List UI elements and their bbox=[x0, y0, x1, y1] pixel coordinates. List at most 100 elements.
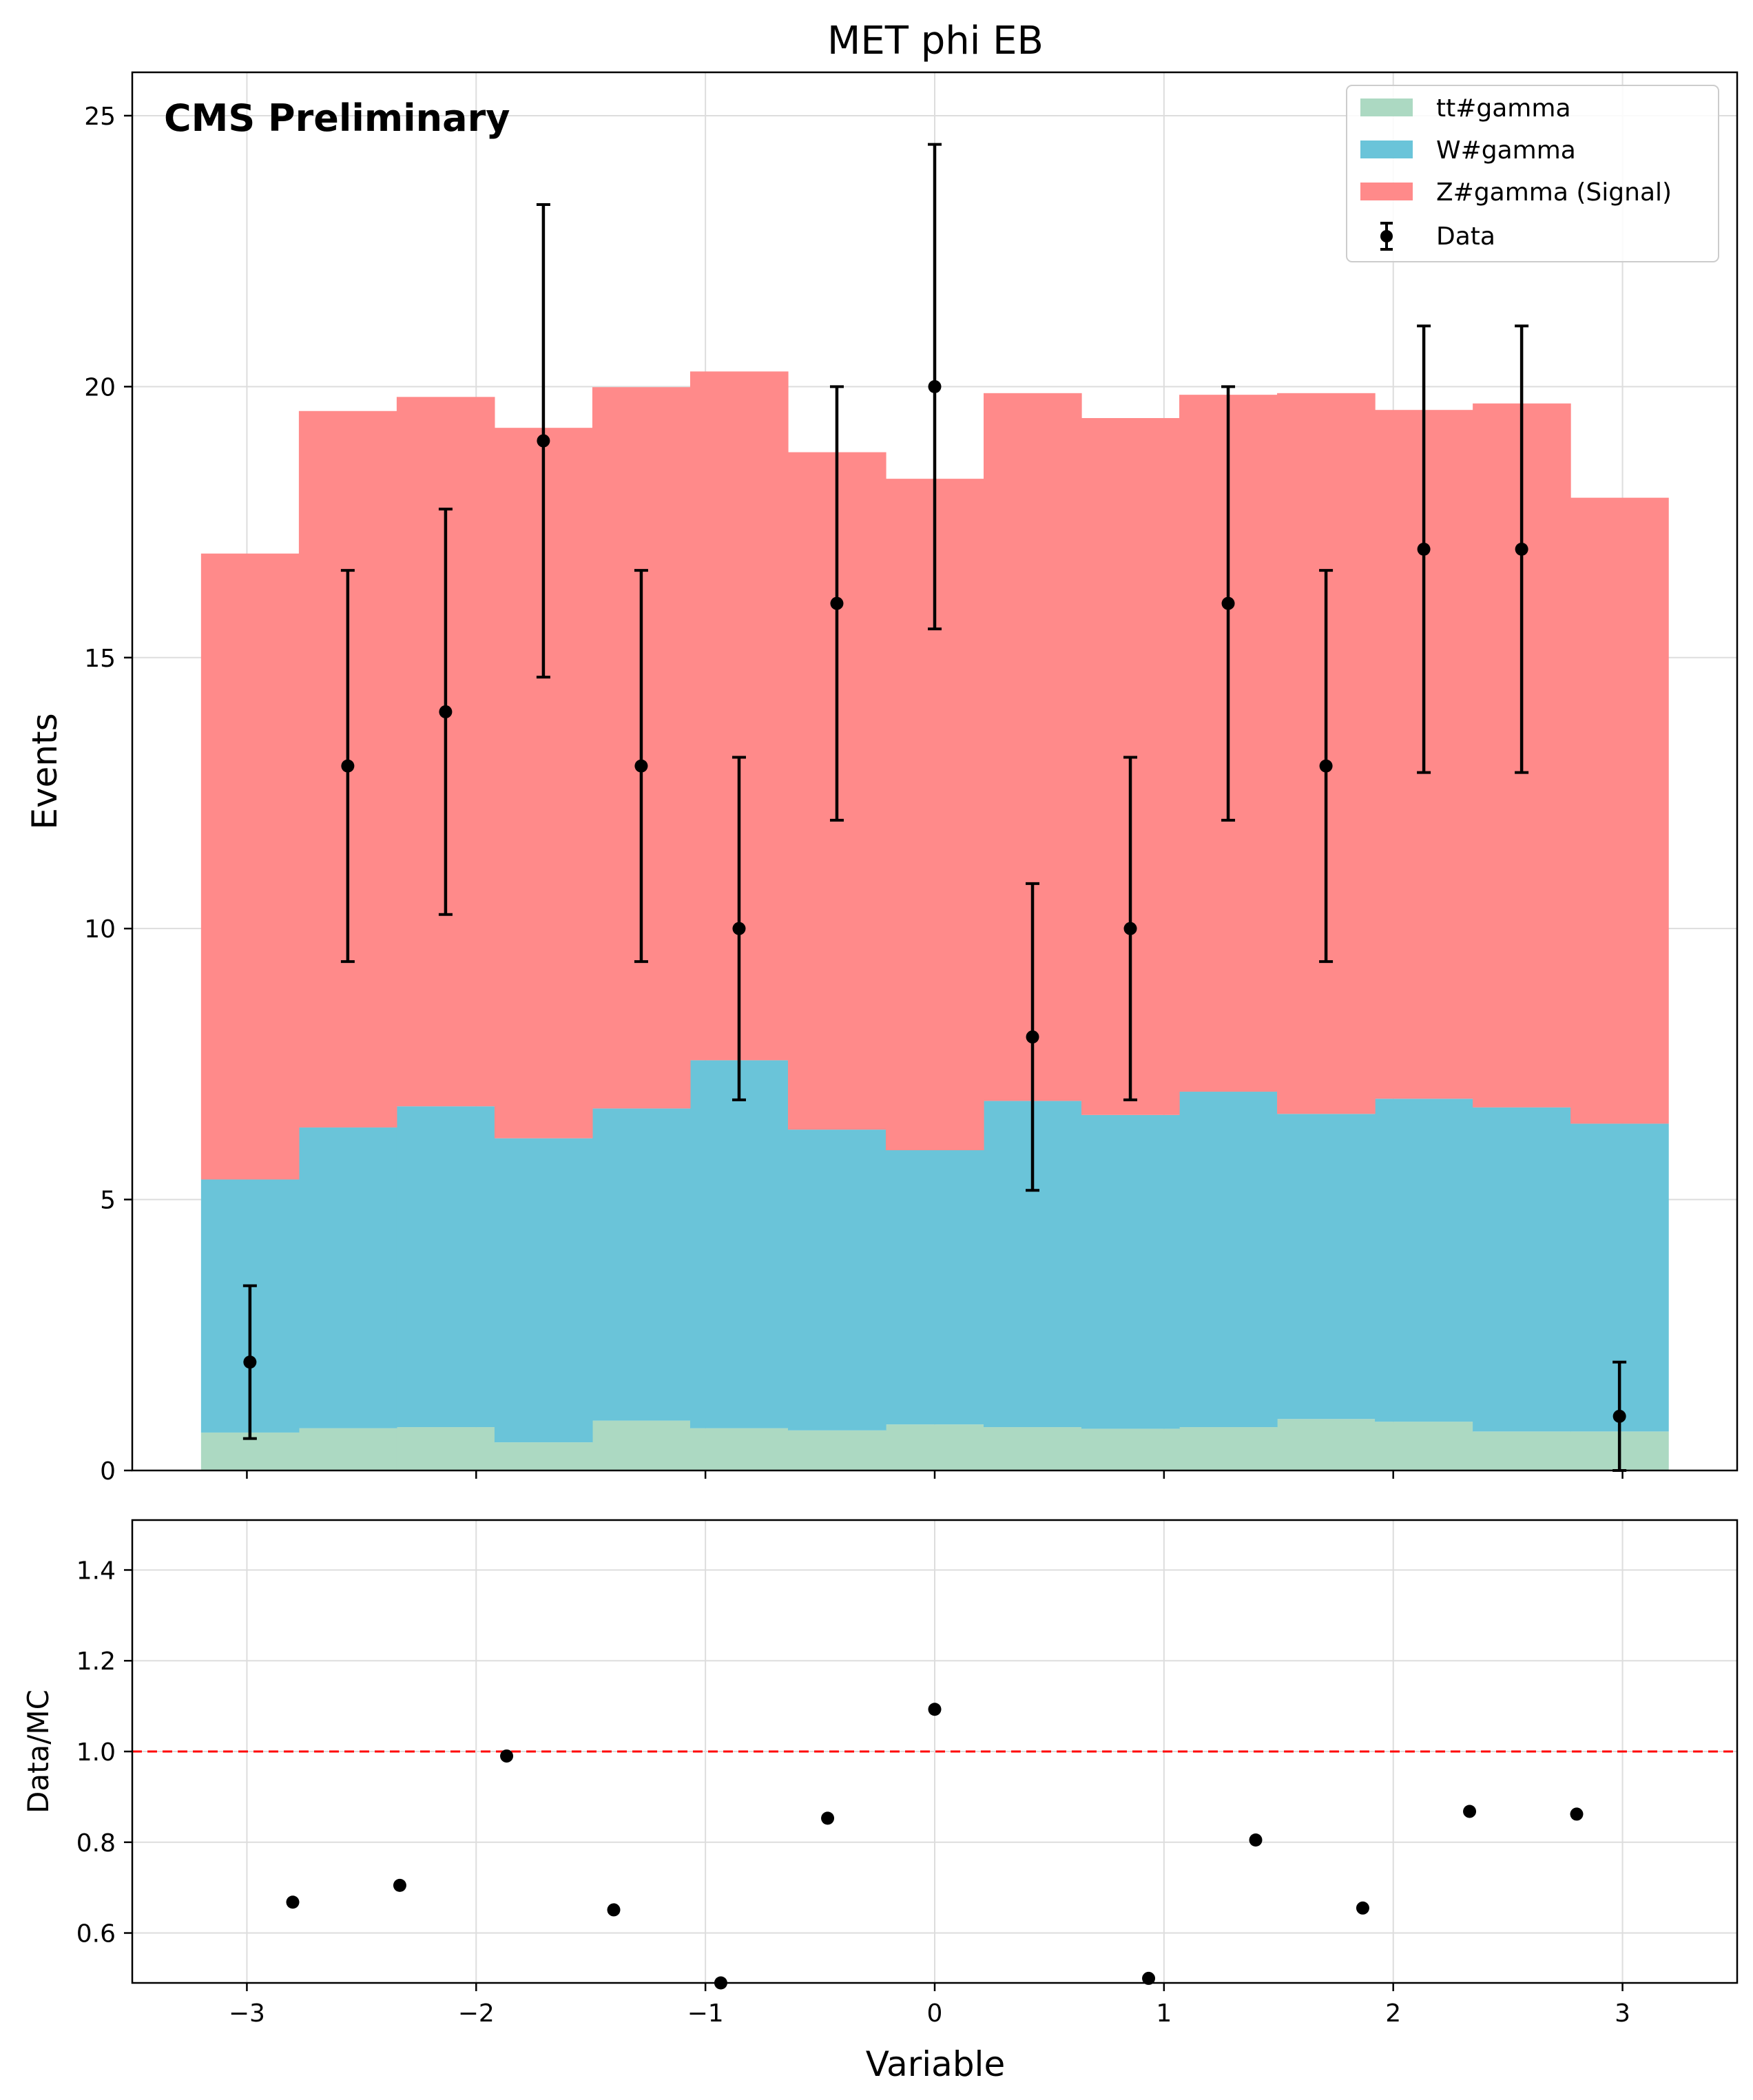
data-marker bbox=[243, 1355, 257, 1369]
bar-ttgamma bbox=[983, 1427, 1082, 1470]
ratio-y-axis-label: Data/MC bbox=[21, 1690, 55, 1813]
ratio-point bbox=[1356, 1901, 1369, 1915]
data-point bbox=[1417, 324, 1431, 774]
data-point bbox=[928, 143, 942, 631]
data-point bbox=[438, 508, 453, 916]
bar-wgamma bbox=[1179, 1092, 1278, 1428]
ratio-x-tick-label: 2 bbox=[1385, 1999, 1401, 2028]
data-point bbox=[1319, 569, 1334, 964]
legend-box bbox=[1346, 85, 1719, 262]
ratio-points bbox=[286, 1703, 1584, 1990]
ratio-y-tick-label: 0.6 bbox=[76, 1920, 116, 1948]
ratio-point bbox=[821, 1811, 835, 1825]
ratio-point bbox=[607, 1903, 621, 1917]
data-marker bbox=[928, 380, 942, 393]
legend-swatch-wgamma bbox=[1360, 141, 1413, 158]
data-marker bbox=[537, 434, 550, 448]
ratio-x-tick-label: 1 bbox=[1156, 1999, 1172, 2028]
bar-wgamma bbox=[1473, 1107, 1571, 1432]
x-axis-label: Variable bbox=[866, 2044, 1005, 2084]
data-marker bbox=[1417, 542, 1431, 556]
bar-wgamma bbox=[494, 1138, 593, 1443]
ratio-y-tick-label: 1.4 bbox=[76, 1557, 116, 1585]
data-point bbox=[829, 385, 844, 822]
main-y-tick-label: 0 bbox=[100, 1457, 116, 1486]
chart-title: MET phi EB bbox=[827, 19, 1044, 63]
bar-ttgamma bbox=[689, 1428, 789, 1470]
data-marker bbox=[1123, 922, 1137, 935]
data-marker bbox=[1026, 1030, 1039, 1044]
main-y-tick-label: 20 bbox=[84, 373, 116, 402]
data-point bbox=[340, 569, 355, 964]
main-y-axis-label: Events bbox=[25, 713, 65, 829]
data-point bbox=[242, 1284, 257, 1440]
bar-wgamma bbox=[396, 1106, 495, 1428]
ratio-x-tick-label: −3 bbox=[229, 1999, 265, 2028]
bar-zgammasignal bbox=[200, 553, 300, 1180]
legend-data-marker bbox=[1380, 222, 1393, 251]
bar-wgamma bbox=[689, 1060, 789, 1428]
ratio-point bbox=[928, 1703, 942, 1716]
data-point bbox=[634, 569, 648, 964]
data-marker bbox=[341, 759, 355, 773]
data-point bbox=[1221, 385, 1236, 822]
data-marker bbox=[439, 705, 453, 718]
data-marker bbox=[1319, 759, 1333, 773]
main-axis-ticks: 0 5 10 15 20 25 bbox=[84, 103, 1624, 1486]
ratio-x-tick-label: 3 bbox=[1615, 1999, 1630, 2028]
bar-wgamma bbox=[1277, 1114, 1376, 1420]
ratio-point bbox=[1249, 1833, 1263, 1847]
ratio-point bbox=[1142, 1971, 1156, 1985]
bar-wgamma bbox=[886, 1150, 984, 1425]
ratio-axis-ticks: −3 −2 −1 0 1 2 3 0.6 0.8 1.0 1.2 1.4 bbox=[76, 1557, 1630, 2028]
bar-ttgamma bbox=[787, 1430, 886, 1470]
bar-wgamma bbox=[1375, 1099, 1473, 1422]
data-marker bbox=[732, 922, 746, 935]
data-point bbox=[1026, 882, 1040, 1192]
bar-ttgamma bbox=[1277, 1419, 1376, 1470]
main-y-tick-label: 10 bbox=[84, 915, 116, 944]
data-point bbox=[536, 202, 550, 679]
bar-ttgamma bbox=[886, 1424, 984, 1470]
data-point bbox=[1515, 324, 1529, 774]
ratio-y-tick-label: 1.0 bbox=[76, 1738, 116, 1767]
ratio-x-tick-label: −1 bbox=[687, 1999, 724, 2028]
ratio-point bbox=[1463, 1805, 1477, 1818]
bar-ttgamma bbox=[494, 1442, 593, 1470]
bar-zgammasignal bbox=[1570, 497, 1669, 1124]
legend: tt#gamma W#gamma Z#gamma (Signal) Data bbox=[1346, 85, 1719, 262]
legend-swatch-ttgamma bbox=[1360, 98, 1413, 116]
bar-wgamma bbox=[787, 1130, 886, 1431]
data-marker bbox=[1612, 1409, 1626, 1423]
main-y-tick-label: 5 bbox=[100, 1187, 116, 1215]
ratio-x-tick-label: −2 bbox=[458, 1999, 495, 2028]
bar-ttgamma bbox=[592, 1420, 691, 1470]
data-point bbox=[1123, 756, 1138, 1101]
legend-label-zgamma: Z#gamma (Signal) bbox=[1436, 178, 1672, 207]
bar-ttgamma bbox=[1179, 1427, 1278, 1470]
main-panel: 0 5 10 15 20 25 CMS Preliminary Events tt#gam… bbox=[25, 71, 1739, 1486]
ratio-point bbox=[286, 1895, 300, 1909]
ratio-panel: −3 −2 −1 0 1 2 3 0.6 0.8 1.0 1.2 1.4 Data/MC Variab… bbox=[21, 1519, 1739, 2084]
bar-wgamma bbox=[298, 1127, 397, 1428]
data-marker bbox=[1515, 542, 1528, 556]
cms-label: CMS Preliminary bbox=[164, 96, 510, 140]
legend-label-wgamma: W#gamma bbox=[1436, 136, 1576, 165]
legend-label-ttgamma: tt#gamma bbox=[1436, 94, 1571, 123]
bar-ttgamma bbox=[1473, 1431, 1571, 1470]
data-marker bbox=[634, 759, 648, 773]
ratio-point bbox=[393, 1878, 406, 1892]
data-marker bbox=[1221, 596, 1235, 610]
ratio-point bbox=[500, 1749, 514, 1763]
bar-ttgamma bbox=[1375, 1422, 1473, 1470]
ratio-point bbox=[1570, 1807, 1584, 1821]
bar-ttgamma bbox=[1081, 1428, 1180, 1470]
data-point bbox=[732, 756, 746, 1101]
bar-ttgamma bbox=[298, 1428, 397, 1470]
main-data-points bbox=[242, 143, 1627, 1472]
bar-wgamma bbox=[592, 1108, 691, 1421]
ratio-y-tick-label: 1.2 bbox=[76, 1647, 116, 1676]
legend-label-data: Data bbox=[1436, 222, 1495, 251]
legend-swatch-zgamma bbox=[1360, 183, 1413, 200]
